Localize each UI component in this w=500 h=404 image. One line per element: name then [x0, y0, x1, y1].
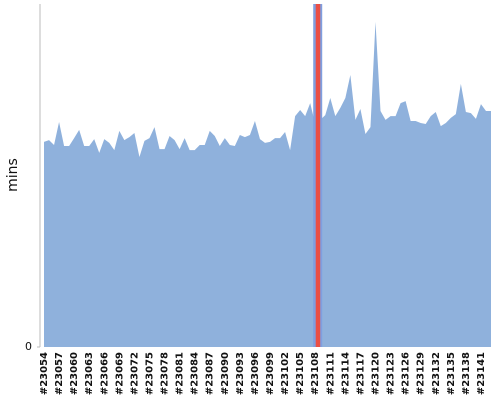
x-tick-label: #23099 [265, 352, 276, 395]
highlight [315, 4, 321, 347]
x-tick-label: #23069 [114, 352, 125, 395]
x-tick-label: #23060 [69, 352, 80, 395]
x-tick-label: #23057 [54, 352, 65, 395]
x-tick-label: #23114 [340, 352, 351, 395]
x-tick-label: #23135 [446, 352, 457, 395]
x-tick-label: #23090 [220, 352, 231, 395]
x-tick-label: #23105 [295, 352, 306, 395]
x-tick-label: #23126 [401, 352, 412, 395]
y-tick-label: 0 [25, 340, 32, 353]
x-tick-label: #23081 [175, 352, 186, 395]
x-tick-label: #23078 [160, 352, 171, 395]
x-tick-label: #23123 [386, 352, 397, 395]
x-tick-label: #23072 [129, 352, 140, 395]
x-tick-label: #23132 [431, 352, 442, 395]
x-tick-label: #23075 [144, 352, 155, 395]
x-tick-label: #23138 [461, 352, 472, 395]
x-tick-label: #23117 [355, 352, 366, 395]
x-tick-label: #23084 [190, 352, 201, 395]
x-tick-label: #23129 [416, 352, 427, 395]
x-tick-label: #23120 [370, 352, 381, 395]
x-tick-label: #23093 [235, 352, 246, 395]
x-tick-label: #23063 [84, 352, 95, 395]
x-tick-label: #23096 [250, 352, 261, 395]
y-axis-label: mins [5, 158, 21, 192]
x-tick-label: #23111 [325, 352, 336, 395]
x-tick-label: #23108 [310, 352, 321, 395]
x-tick-label: #23102 [280, 352, 291, 395]
area [44, 21, 491, 348]
x-tick-label: #23087 [205, 352, 216, 395]
x-tick-label: #23066 [99, 352, 110, 395]
x-tick-label: #23054 [39, 352, 50, 395]
x-tick-label: #23141 [476, 352, 487, 395]
